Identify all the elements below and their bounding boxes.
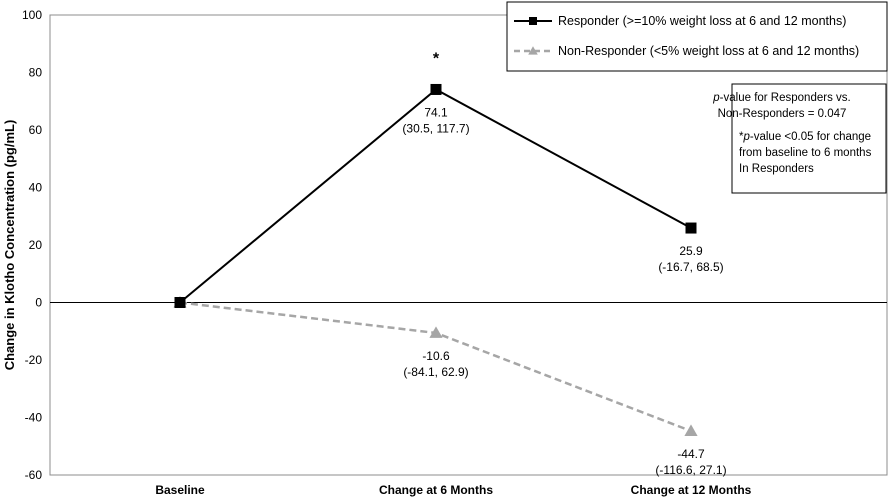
p-value-note: p-value for Responders vs. Non-Responder… bbox=[712, 83, 887, 194]
note-p-italic-2: p bbox=[742, 131, 750, 143]
y-tick-label: 0 bbox=[35, 296, 42, 310]
legend-box bbox=[506, 1, 888, 72]
responder-marker bbox=[430, 83, 442, 95]
significance-star: * bbox=[433, 50, 440, 67]
responder-marker bbox=[685, 222, 697, 234]
data-label-value: 25.9 bbox=[679, 244, 703, 258]
y-tick-label: -40 bbox=[25, 411, 43, 425]
plot-area bbox=[49, 14, 888, 476]
note-asterisk: * bbox=[739, 131, 744, 143]
note-line-3: *p-value <0.05 for change bbox=[739, 131, 871, 143]
data-label-value: -44.7 bbox=[677, 447, 705, 461]
legend: Responder (>=10% weight loss at 6 and 12… bbox=[506, 1, 888, 72]
note-line-3-rest: -value <0.05 for change bbox=[750, 131, 871, 143]
data-label-ci: (30.5, 117.7) bbox=[402, 121, 469, 135]
series-layer bbox=[173, 83, 698, 436]
legend-label: Responder (>=10% weight loss at 6 and 12… bbox=[558, 14, 846, 28]
x-tick-label: Change at 6 Months bbox=[379, 483, 493, 497]
legend-label: Non-Responder (<5% weight loss at 6 and … bbox=[558, 44, 859, 58]
non-responder-marker bbox=[684, 424, 698, 436]
x-axis-ticks: Baseline Change at 6 Months Change at 12 M… bbox=[155, 483, 751, 497]
data-label-ci: (-116.6, 27.1) bbox=[655, 463, 726, 477]
note-line-4: from baseline to 6 months bbox=[739, 147, 872, 159]
y-tick-label: 40 bbox=[29, 181, 43, 195]
responder-marker bbox=[174, 297, 186, 308]
x-tick-label: Change at 12 Months bbox=[631, 483, 752, 497]
note-line-2: Non-Responders = 0.047 bbox=[718, 108, 847, 120]
x-tick-label: Baseline bbox=[155, 483, 205, 497]
data-label-ci: (-16.7, 68.5) bbox=[658, 260, 723, 274]
y-tick-label: -60 bbox=[25, 468, 43, 482]
note-p-italic: p bbox=[712, 92, 720, 104]
data-label-value: -10.6 bbox=[422, 349, 450, 363]
y-tick-label: 60 bbox=[29, 123, 43, 137]
y-axis-ticks: -60 -40 -20 0 20 40 60 80 100 bbox=[22, 8, 42, 482]
y-tick-label: 100 bbox=[22, 8, 42, 22]
legend-items: Responder (>=10% weight loss at 6 and 12… bbox=[514, 14, 859, 58]
data-label-value: 74.1 bbox=[424, 105, 448, 119]
non-responder-marker bbox=[429, 326, 443, 338]
note-box bbox=[731, 83, 887, 194]
note-line-1: p-value for Responders vs. bbox=[712, 92, 850, 104]
non-responder-marker bbox=[528, 46, 538, 55]
note-line-1-rest: -value for Responders vs. bbox=[720, 92, 851, 104]
y-tick-label: 80 bbox=[29, 66, 43, 80]
responder-marker bbox=[529, 17, 537, 25]
y-axis-label: Change in Klotho Concentration (pg/mL) bbox=[2, 120, 17, 371]
note-line-5: In Responders bbox=[739, 163, 814, 175]
data-labels: -10.6 (-84.1, 62.9) -44.7 (-116.6, 27.1) 74.… bbox=[402, 105, 726, 477]
y-tick-label: -20 bbox=[25, 353, 43, 367]
data-label-ci: (-84.1, 62.9) bbox=[403, 365, 468, 379]
y-tick-label: 20 bbox=[29, 238, 43, 252]
